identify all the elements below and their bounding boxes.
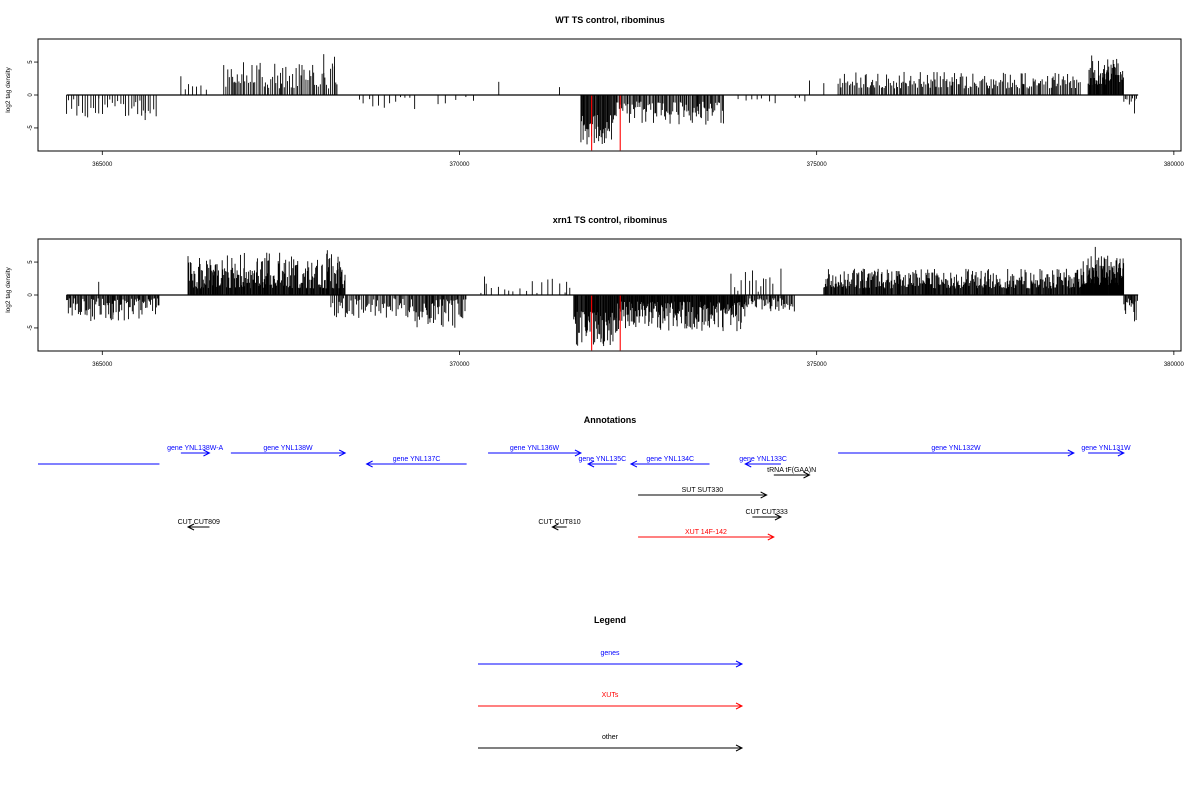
legend-title: Legend [594, 615, 626, 625]
arrow-head-icon [365, 460, 373, 468]
y-tick-label: 5 [28, 260, 34, 264]
arrow-head-icon [586, 460, 595, 468]
feature-label: gene YNL137C [393, 456, 441, 463]
arrow-head-icon [1117, 449, 1125, 457]
y-tick-label: 0 [28, 293, 34, 297]
arrow-head-icon [760, 491, 768, 499]
arrow-head-icon [338, 449, 347, 457]
panel-title: xrn1 TS control, ribominus [553, 215, 668, 225]
legend-label: other [602, 734, 619, 741]
arrow-head-icon [803, 471, 811, 479]
annotations-title: Annotations [584, 415, 637, 425]
annotation-feature: SUT SUT330 [638, 487, 768, 499]
arrow-head-icon [203, 449, 211, 457]
annotation-feature: gene YNL132W [838, 445, 1075, 457]
arrow-head-icon [629, 460, 638, 468]
arrow-head-icon [574, 449, 583, 457]
arrow-head-icon [735, 702, 744, 710]
annotation-feature: gene YNL133C [739, 456, 787, 468]
arrow-head-icon [767, 533, 775, 541]
y-tick-label: -5 [28, 125, 34, 131]
legend-entry: other [478, 734, 744, 752]
feature-label: gene YNL135C [578, 456, 626, 463]
annotation-features: gene YNL138W-A gene YNL138W gene YNL137C ge… [38, 445, 1131, 541]
feature-label: gene YNL138W [263, 445, 313, 452]
annotation-feature: gene YNL135C [578, 456, 626, 468]
annotation-feature: gene YNL138W-A [167, 445, 224, 457]
annotation-feature: XUT 14F-142 [638, 529, 775, 541]
feature-label: gene YNL138W-A [167, 445, 223, 452]
arrow-head-icon [1067, 449, 1075, 457]
annotation-feature: CUT CUT333 [746, 509, 788, 521]
x-tick-label: 380000 [1164, 162, 1185, 168]
y-tick-label: -5 [28, 325, 34, 331]
annotation-feature: gene YNL136W [488, 445, 583, 457]
annotation-feature: gene YNL138W [230, 445, 347, 457]
feature-label: gene YNL132W [931, 445, 981, 452]
feature-label: CUT CUT810 [538, 519, 580, 526]
annotation-feature: tRNA tF(GAA)N [767, 467, 816, 479]
legend-entries: genes XUTs other [478, 650, 744, 752]
annotation-feature: gene YNL134C [629, 456, 710, 468]
legend-label: XUTs [602, 692, 619, 699]
arrow-head-icon [551, 523, 559, 531]
y-axis-label: log2 tag density [5, 66, 12, 112]
x-tick-label: 365000 [92, 162, 113, 168]
x-tick-label: 375000 [807, 162, 828, 168]
feature-label: SUT SUT330 [682, 487, 724, 494]
density-bars [66, 246, 1139, 351]
feature-label: gene YNL136W [510, 445, 560, 452]
y-axis-label: log2 tag density [5, 266, 12, 312]
annotation-feature: CUT CUT809 [178, 519, 220, 531]
panel-title: WT TS control, ribominus [555, 15, 665, 25]
arrow-head-icon [774, 513, 783, 521]
x-tick-label: 370000 [449, 362, 470, 368]
density-bars [66, 54, 1139, 151]
annotation-feature: gene YNL131W [1081, 445, 1131, 457]
legend-entry: genes [478, 650, 744, 668]
legend-label: genes [600, 650, 620, 657]
feature-label: XUT 14F-142 [685, 529, 727, 536]
legend-entry: XUTs [478, 692, 744, 710]
xrn1-density-panel: xrn1 TS control, ribominus log2 tag dens… [5, 215, 1185, 368]
x-tick-label: 370000 [449, 162, 470, 168]
annotation-feature: gene YNL137C [365, 456, 467, 468]
x-tick-label: 365000 [92, 362, 113, 368]
feature-label: CUT CUT333 [746, 509, 788, 516]
feature-label: gene YNL133C [739, 456, 787, 463]
x-tick-label: 380000 [1164, 362, 1185, 368]
y-tick-label: 5 [28, 60, 34, 64]
arrow-head-icon [744, 460, 752, 468]
feature-label: gene YNL131W [1081, 445, 1131, 452]
feature-label: tRNA tF(GAA)N [767, 467, 816, 474]
annotations-track: Annotations gene YNL138W-A gene YNL138Wge… [38, 415, 1131, 541]
legend: Legend genes XUTs other [478, 615, 744, 752]
feature-label: CUT CUT809 [178, 519, 220, 526]
axis-ticks: -5 0 5 365000 370000 375000 380000 [28, 260, 1185, 368]
annotation-feature: CUT CUT810 [538, 519, 581, 531]
arrow-head-icon [186, 523, 195, 531]
feature-label: gene YNL134C [646, 456, 694, 463]
arrow-head-icon [735, 744, 744, 752]
axis-ticks: -5 0 5 365000 370000 375000 380000 [28, 60, 1185, 168]
wt-density-panel: WT TS control, ribominus log2 tag densit… [5, 15, 1185, 168]
arrow-head-icon [735, 660, 744, 668]
x-tick-label: 375000 [807, 362, 828, 368]
y-tick-label: 0 [28, 93, 34, 97]
